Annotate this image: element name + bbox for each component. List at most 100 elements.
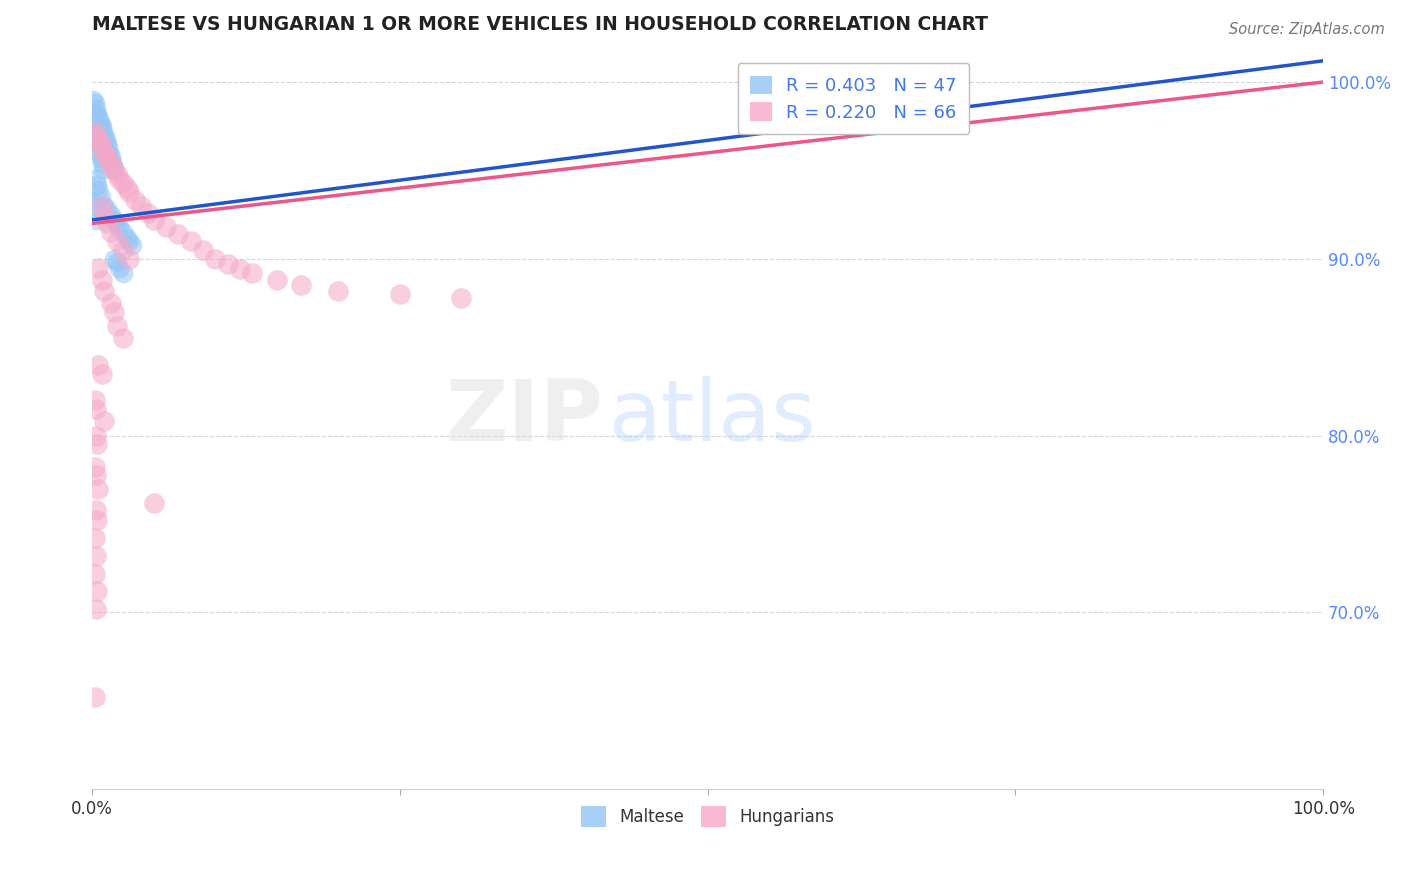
Point: [91, 156, 114, 170]
Text: Source: ZipAtlas.com: Source: ZipAtlas.com: [1229, 22, 1385, 37]
Point: [87, 183, 110, 197]
Point: [83, 393, 105, 408]
Text: MALTESE VS HUNGARIAN 1 OR MORE VEHICLES IN HOUSEHOLD CORRELATION CHART: MALTESE VS HUNGARIAN 1 OR MORE VEHICLES …: [93, 15, 988, 34]
Point: [103, 252, 125, 266]
Point: [87, 131, 110, 145]
Point: [100, 225, 122, 239]
Point: [108, 219, 131, 234]
Point: [83, 460, 105, 475]
Point: [131, 199, 153, 213]
Point: [93, 199, 115, 213]
Point: [84, 602, 107, 616]
Point: [105, 167, 128, 181]
Point: [87, 482, 110, 496]
Point: [86, 514, 108, 528]
Point: [121, 237, 143, 252]
Point: [111, 225, 134, 239]
Point: [93, 415, 115, 429]
Point: [180, 234, 202, 248]
Point: [450, 291, 472, 305]
Point: [105, 318, 128, 333]
Point: [97, 140, 120, 154]
Point: [90, 136, 112, 151]
Y-axis label: 1 or more Vehicles in Household: 1 or more Vehicles in Household: [0, 284, 8, 552]
Point: [91, 273, 114, 287]
Point: [103, 305, 125, 319]
Point: [98, 145, 121, 160]
Point: [266, 273, 288, 287]
Point: [167, 227, 190, 241]
Point: [191, 243, 214, 257]
Point: [90, 120, 112, 134]
Point: [118, 185, 141, 199]
Point: [108, 260, 131, 275]
Point: [89, 114, 111, 128]
Point: [87, 260, 110, 275]
Point: [96, 202, 118, 217]
Point: [87, 140, 110, 154]
Point: [290, 278, 312, 293]
Point: [388, 287, 411, 301]
Point: [86, 135, 108, 149]
Point: [91, 142, 114, 156]
Point: [91, 199, 114, 213]
Point: [142, 496, 165, 510]
Point: [89, 145, 111, 160]
Point: [229, 262, 252, 277]
Point: [93, 145, 115, 160]
Point: [100, 158, 122, 172]
Point: [103, 213, 125, 227]
Point: [93, 284, 115, 298]
Point: [100, 296, 122, 310]
Point: [84, 549, 107, 563]
Point: [115, 230, 138, 244]
Point: [84, 172, 107, 186]
Point: [96, 217, 118, 231]
Point: [98, 154, 121, 169]
Point: [87, 358, 110, 372]
Point: [240, 266, 263, 280]
Point: [87, 111, 110, 125]
Point: [94, 131, 117, 145]
Point: [105, 234, 128, 248]
Point: [155, 219, 177, 234]
Point: [96, 136, 118, 151]
Point: [90, 151, 112, 165]
Point: [111, 243, 134, 257]
Point: [83, 96, 105, 111]
Point: [103, 163, 125, 178]
Point: [91, 120, 114, 134]
Point: [84, 213, 107, 227]
Point: [91, 367, 114, 381]
Point: [96, 149, 118, 163]
Point: [142, 213, 165, 227]
Point: [100, 208, 122, 222]
Point: [83, 124, 105, 138]
Point: [91, 124, 114, 138]
Text: atlas: atlas: [609, 376, 817, 459]
Legend: Maltese, Hungarians: Maltese, Hungarians: [571, 797, 844, 837]
Point: [83, 690, 105, 705]
Point: [84, 128, 107, 142]
Text: ZIP: ZIP: [446, 376, 603, 459]
Point: [82, 93, 104, 107]
Point: [105, 255, 128, 269]
Point: [101, 158, 124, 172]
Point: [86, 107, 108, 121]
Point: [217, 257, 239, 271]
Point: [86, 437, 108, 451]
Point: [90, 190, 112, 204]
Point: [111, 176, 134, 190]
Point: [108, 172, 131, 186]
Point: [101, 154, 124, 169]
Point: [93, 208, 115, 222]
Point: [111, 266, 134, 280]
Point: [84, 503, 107, 517]
Point: [118, 252, 141, 266]
Point: [83, 124, 105, 138]
Point: [118, 234, 141, 248]
Point: [84, 102, 107, 116]
Point: [93, 128, 115, 142]
Point: [204, 252, 226, 266]
Point: [124, 194, 146, 208]
